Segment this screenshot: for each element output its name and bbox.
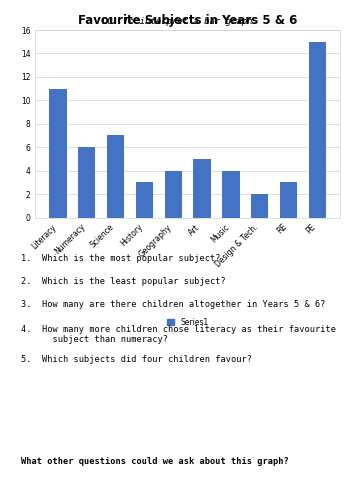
Text: 4.  How many more children chose literacy as their favourite
      subject than : 4. How many more children chose literacy… xyxy=(21,325,336,344)
Bar xyxy=(165,170,182,218)
Bar xyxy=(251,194,268,218)
Text: 1.  Which is the most popular subject?: 1. Which is the most popular subject? xyxy=(21,254,221,262)
Bar xyxy=(222,170,240,218)
Text: 5.  Which subjects did four children favour?: 5. Which subjects did four children favo… xyxy=(21,356,252,364)
Text: LO: To interpret a bar graph: LO: To interpret a bar graph xyxy=(102,18,252,26)
Legend: Series1: Series1 xyxy=(164,315,212,330)
Bar xyxy=(78,147,95,218)
Title: Favourite Subjects in Years 5 & 6: Favourite Subjects in Years 5 & 6 xyxy=(78,14,297,28)
Bar xyxy=(136,182,153,218)
Bar xyxy=(280,182,297,218)
Bar xyxy=(309,42,326,218)
Bar xyxy=(49,88,67,218)
Bar xyxy=(107,136,124,218)
Text: 3.  How many are there children altogether in Years 5 & 6?: 3. How many are there children altogethe… xyxy=(21,300,326,308)
Text: 2.  Which is the least popular subject?: 2. Which is the least popular subject? xyxy=(21,276,226,285)
Bar xyxy=(193,159,211,218)
Text: What other questions could we ask about this graph?: What other questions could we ask about … xyxy=(21,458,289,466)
